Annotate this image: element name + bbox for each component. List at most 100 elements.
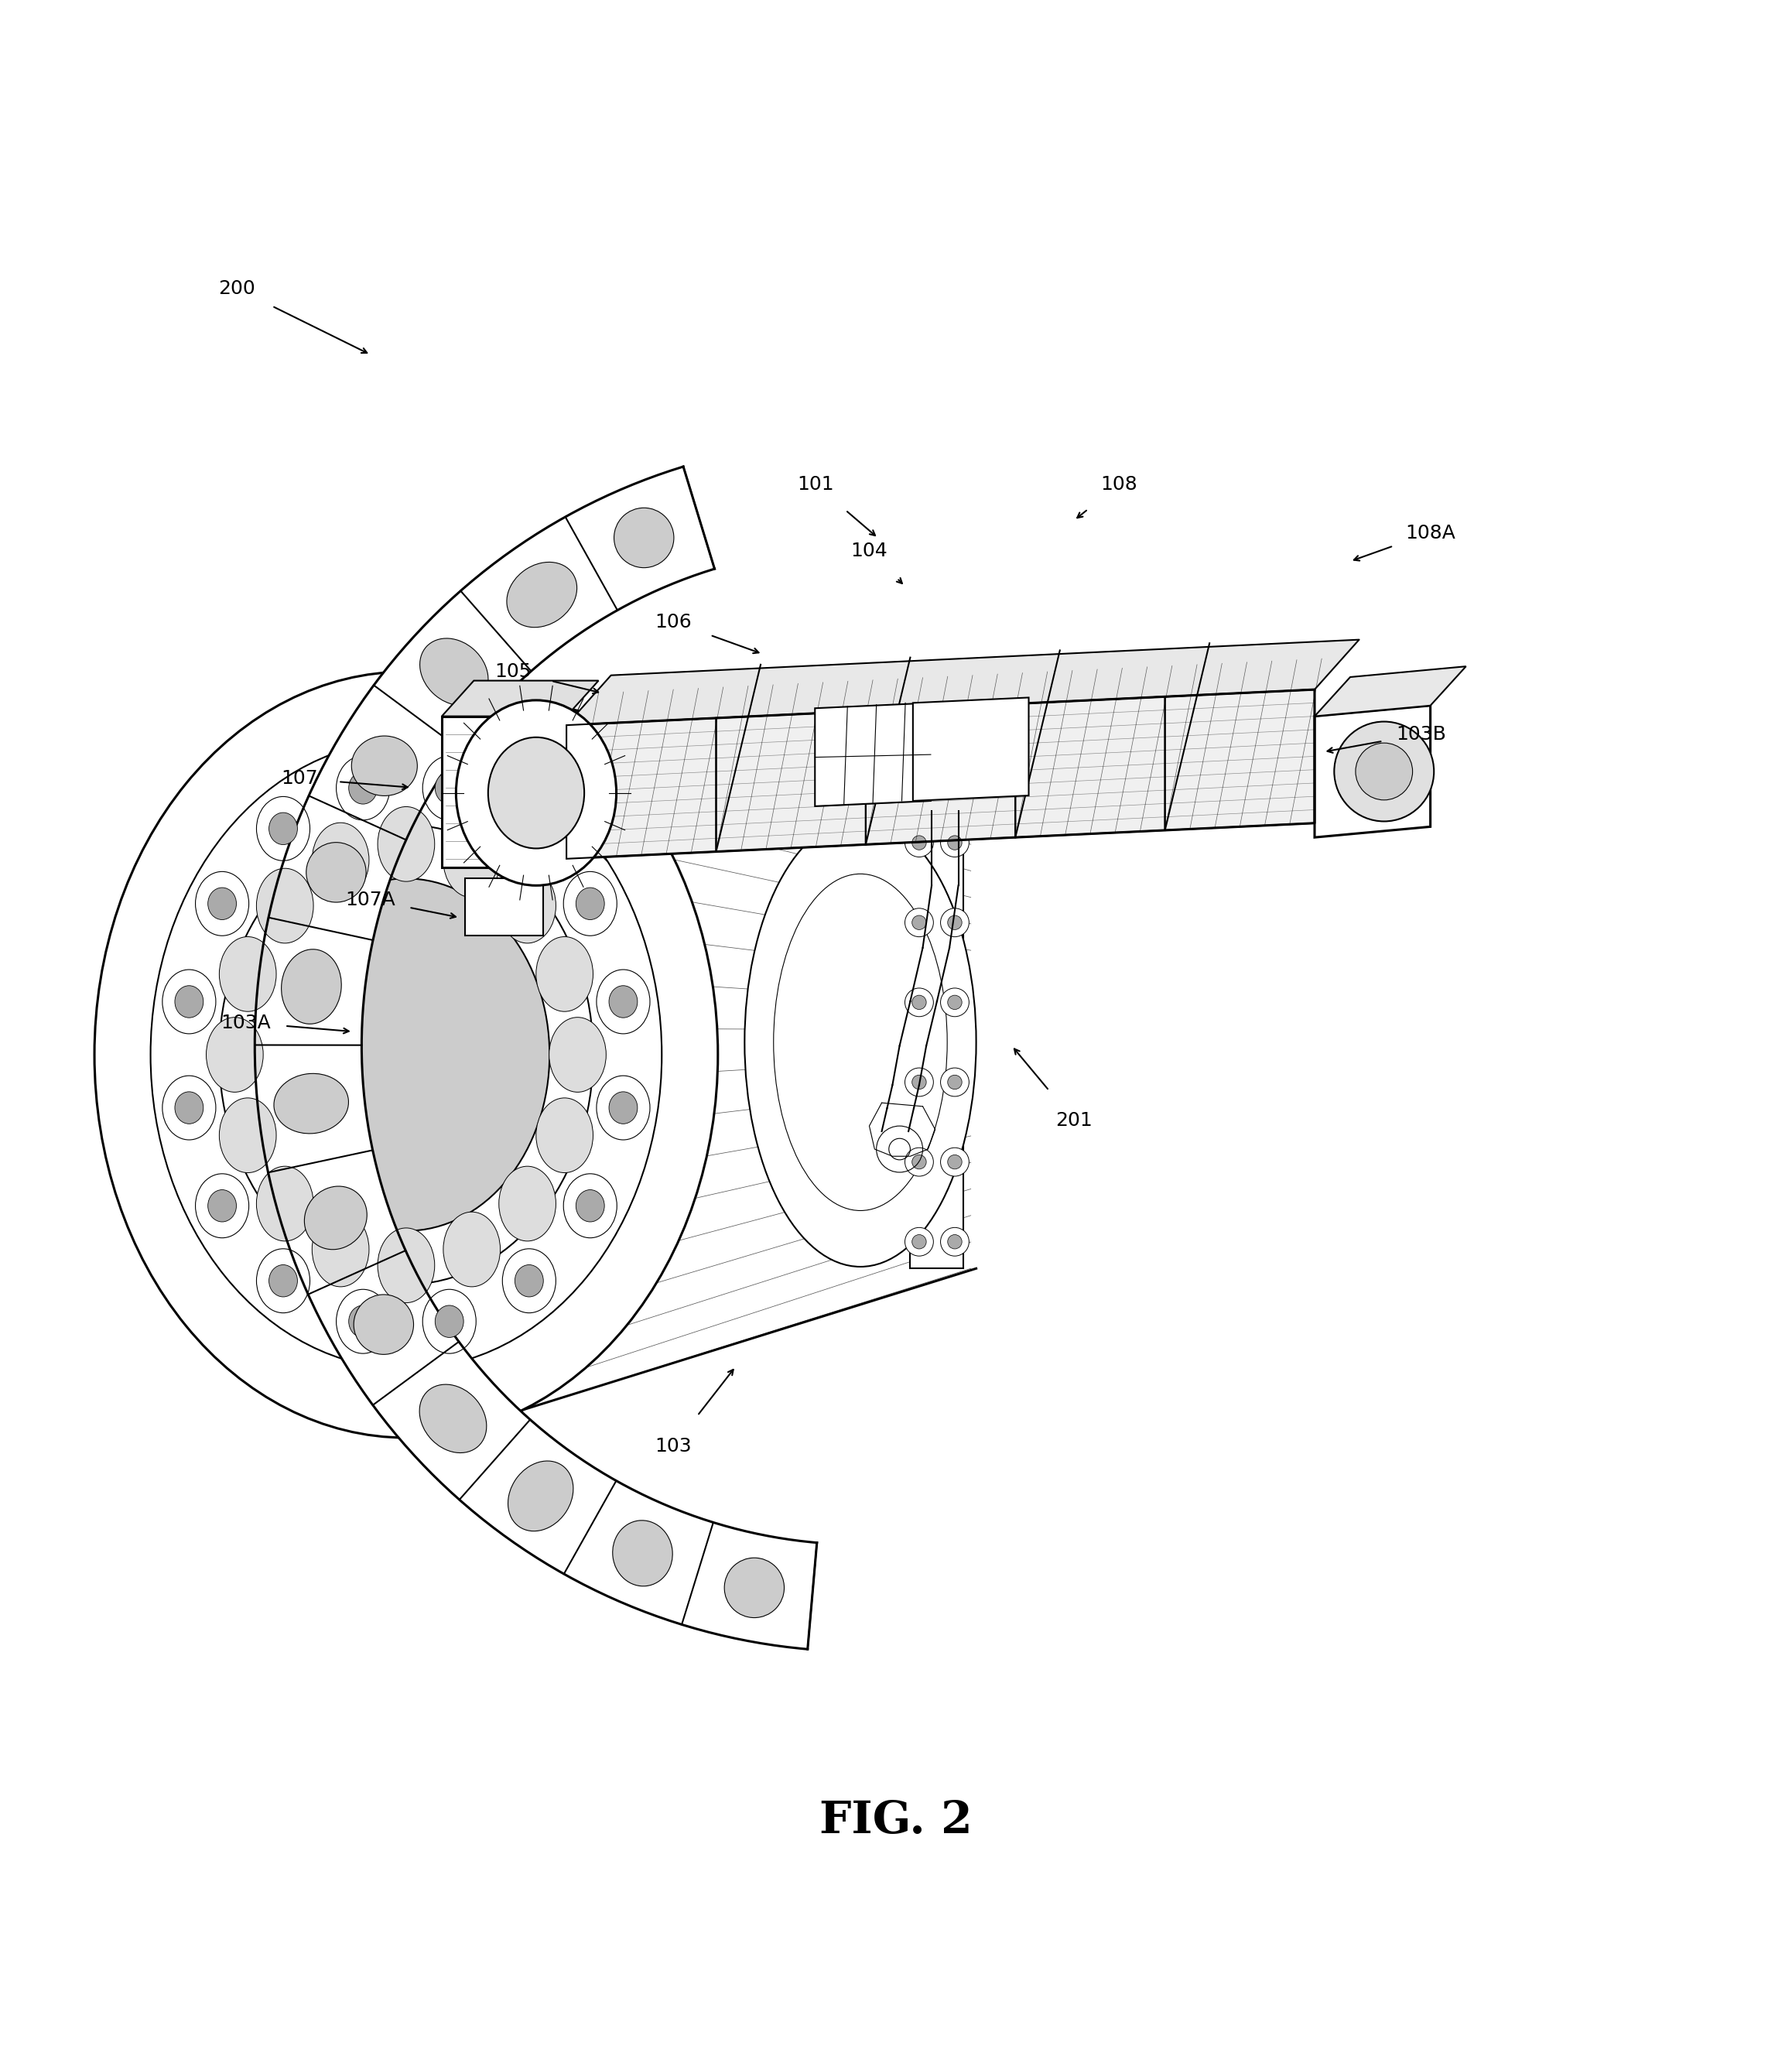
Ellipse shape [349, 1306, 378, 1338]
Circle shape [941, 829, 969, 857]
Circle shape [905, 829, 934, 857]
Circle shape [948, 1155, 962, 1170]
Ellipse shape [351, 736, 418, 796]
Circle shape [912, 915, 926, 929]
Polygon shape [566, 639, 1358, 726]
Ellipse shape [337, 1289, 389, 1353]
Ellipse shape [256, 796, 310, 861]
Circle shape [905, 1067, 934, 1096]
Ellipse shape [219, 938, 276, 1012]
Ellipse shape [151, 740, 661, 1369]
Ellipse shape [609, 1092, 638, 1125]
Circle shape [912, 1075, 926, 1090]
Circle shape [905, 909, 934, 938]
Circle shape [912, 995, 926, 1009]
Text: 106: 106 [654, 613, 692, 631]
Polygon shape [254, 467, 817, 1649]
Ellipse shape [502, 796, 556, 861]
Ellipse shape [305, 1186, 367, 1250]
Ellipse shape [423, 757, 477, 820]
Polygon shape [1315, 666, 1466, 715]
Text: 107: 107 [281, 769, 317, 787]
Ellipse shape [269, 812, 297, 845]
Ellipse shape [219, 824, 593, 1285]
Ellipse shape [563, 1174, 616, 1238]
Circle shape [306, 843, 366, 903]
Circle shape [948, 915, 962, 929]
Polygon shape [443, 681, 599, 715]
Ellipse shape [312, 822, 369, 898]
Ellipse shape [507, 561, 577, 627]
Ellipse shape [274, 1073, 349, 1133]
Circle shape [905, 1147, 934, 1176]
Ellipse shape [514, 1264, 543, 1297]
Ellipse shape [514, 812, 543, 845]
Ellipse shape [498, 868, 556, 944]
Circle shape [353, 1295, 414, 1355]
Circle shape [615, 508, 674, 567]
Ellipse shape [256, 1248, 310, 1314]
Text: 101: 101 [797, 475, 835, 493]
Ellipse shape [455, 701, 616, 886]
Ellipse shape [378, 1227, 435, 1304]
Circle shape [948, 1236, 962, 1248]
Circle shape [1355, 742, 1412, 800]
Ellipse shape [269, 1264, 297, 1297]
Polygon shape [912, 697, 1029, 802]
Ellipse shape [423, 1289, 477, 1353]
Ellipse shape [95, 672, 719, 1437]
Circle shape [905, 989, 934, 1016]
Circle shape [941, 1227, 969, 1256]
Circle shape [905, 1227, 934, 1256]
Polygon shape [815, 703, 930, 806]
Ellipse shape [597, 1075, 650, 1139]
Ellipse shape [419, 1384, 487, 1454]
Ellipse shape [613, 1519, 672, 1585]
Ellipse shape [349, 771, 378, 804]
Ellipse shape [219, 1098, 276, 1172]
Polygon shape [502, 691, 977, 1410]
Ellipse shape [435, 771, 464, 804]
Text: 103B: 103B [1396, 726, 1446, 744]
Text: 200: 200 [219, 280, 256, 298]
Ellipse shape [312, 1211, 369, 1287]
Ellipse shape [208, 1190, 237, 1221]
Ellipse shape [745, 818, 977, 1266]
Ellipse shape [536, 1098, 593, 1172]
Text: 103A: 103A [220, 1014, 271, 1032]
Ellipse shape [609, 985, 638, 1018]
Ellipse shape [597, 970, 650, 1034]
Polygon shape [443, 715, 566, 868]
Ellipse shape [206, 1018, 263, 1092]
Circle shape [941, 989, 969, 1016]
Text: 108: 108 [1100, 475, 1138, 493]
Circle shape [948, 1075, 962, 1090]
Text: FIG. 2: FIG. 2 [819, 1799, 973, 1842]
Ellipse shape [443, 822, 500, 898]
Text: 105: 105 [495, 662, 532, 681]
Circle shape [724, 1558, 785, 1618]
Ellipse shape [337, 757, 389, 820]
Text: 108A: 108A [1405, 524, 1455, 543]
Polygon shape [910, 818, 964, 1269]
Ellipse shape [263, 878, 550, 1232]
Ellipse shape [548, 1018, 606, 1092]
Ellipse shape [502, 1248, 556, 1314]
Ellipse shape [419, 637, 487, 705]
Polygon shape [1315, 705, 1430, 837]
Ellipse shape [163, 1075, 215, 1139]
Circle shape [941, 1067, 969, 1096]
Ellipse shape [163, 970, 215, 1034]
Polygon shape [464, 878, 543, 935]
Text: 107A: 107A [346, 890, 396, 909]
Circle shape [912, 1155, 926, 1170]
Ellipse shape [536, 938, 593, 1012]
Ellipse shape [487, 738, 584, 849]
Ellipse shape [256, 1166, 314, 1242]
Circle shape [948, 835, 962, 849]
Ellipse shape [563, 872, 616, 935]
Ellipse shape [498, 1166, 556, 1242]
Ellipse shape [575, 888, 604, 919]
Text: 201: 201 [1055, 1112, 1093, 1131]
Ellipse shape [208, 888, 237, 919]
